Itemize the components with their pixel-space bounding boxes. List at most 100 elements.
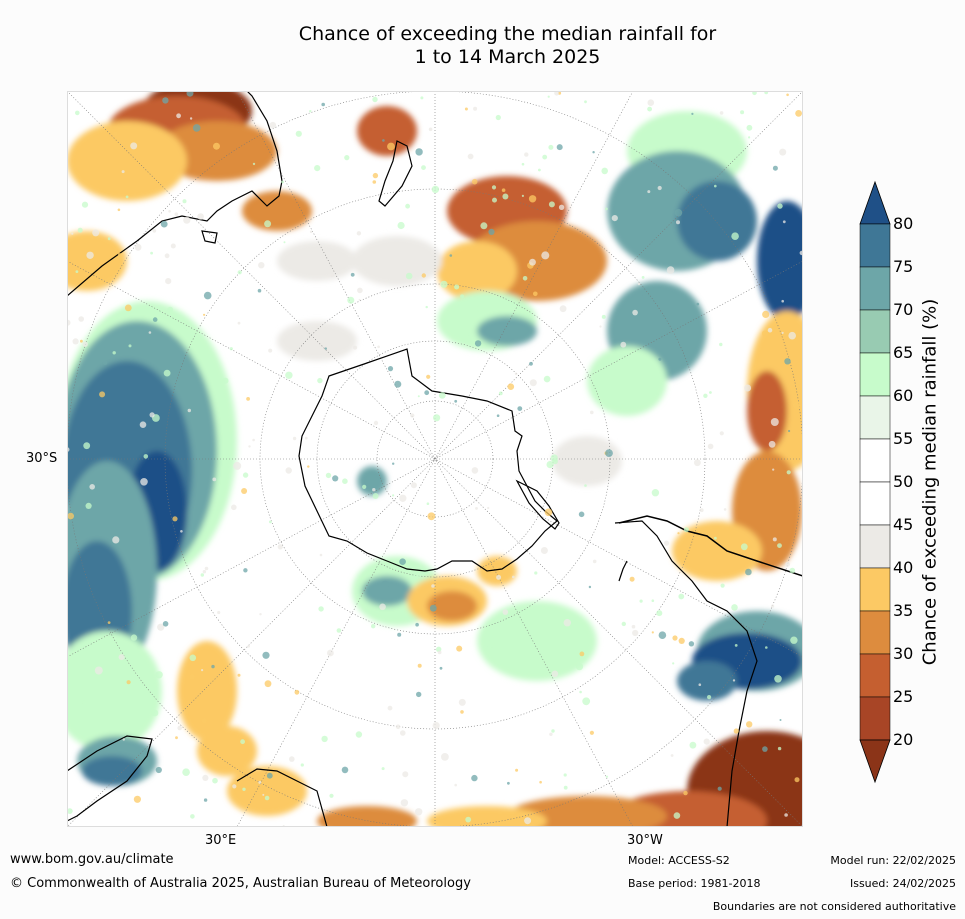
speckle <box>99 391 106 398</box>
speckle <box>213 142 220 150</box>
speckle <box>242 787 246 791</box>
speckle <box>295 130 302 137</box>
speckle <box>217 610 221 615</box>
speckle <box>300 763 304 767</box>
speckle <box>752 91 757 96</box>
speckle <box>247 645 250 648</box>
speckle <box>332 475 339 482</box>
speckle <box>372 96 378 103</box>
probability-region <box>427 591 477 621</box>
probability-region <box>552 436 622 486</box>
speckle <box>405 203 410 209</box>
speckle <box>631 624 636 629</box>
speckle <box>362 484 367 489</box>
colorbar-tick-label: 65 <box>893 343 914 362</box>
speckle <box>403 258 407 262</box>
speckle <box>734 644 738 647</box>
speckle <box>266 772 273 779</box>
speckle <box>785 561 790 567</box>
speckle <box>371 624 376 629</box>
footer-model: Model: ACCESS-S2 <box>628 854 730 867</box>
probability-region <box>67 631 162 751</box>
speckle <box>82 341 88 347</box>
colorbar-tick-label: 45 <box>893 515 914 534</box>
probability-region <box>477 556 517 586</box>
speckle <box>474 340 482 347</box>
colorbar-label: Chance of exceeding median rainfall (%) <box>919 298 941 666</box>
speckle <box>415 622 419 627</box>
speckle <box>784 813 788 817</box>
speckle <box>134 243 142 251</box>
speckle <box>475 507 478 510</box>
speckle <box>314 165 321 172</box>
speckle <box>528 195 537 203</box>
speckle <box>551 670 559 678</box>
probability-region <box>672 521 762 581</box>
probability-region <box>587 346 667 416</box>
speckle <box>521 194 524 197</box>
speckle <box>347 296 355 304</box>
speckle <box>262 793 265 796</box>
speckle <box>547 95 550 98</box>
speckle <box>629 576 635 582</box>
speckle <box>400 730 406 736</box>
speckle <box>410 482 417 489</box>
probability-region <box>507 796 667 827</box>
probability-region <box>227 766 307 816</box>
speckle <box>647 106 652 112</box>
speckle <box>717 786 722 791</box>
speckle <box>502 193 509 200</box>
colorbar-segments <box>859 180 891 784</box>
speckle <box>203 798 208 802</box>
speckle <box>611 215 618 222</box>
speckle <box>777 203 783 209</box>
speckle <box>231 504 237 511</box>
speckle <box>563 619 571 627</box>
speckle <box>543 375 551 383</box>
speckle <box>304 436 308 440</box>
colorbar-tick-label: 35 <box>893 601 914 620</box>
speckle <box>651 631 654 634</box>
speckle <box>779 148 787 156</box>
colorbar-tick-label: 55 <box>893 429 914 448</box>
speckle <box>792 401 801 410</box>
speckle <box>703 738 710 745</box>
speckle <box>620 341 627 348</box>
colorbar-tick-label: 50 <box>893 472 914 491</box>
speckle <box>148 331 152 334</box>
speckle <box>454 399 458 403</box>
speckle <box>117 252 121 256</box>
speckle <box>252 162 256 166</box>
speckle <box>321 735 328 743</box>
footer-url: www.bom.gov.au/climate <box>10 852 174 867</box>
speckle <box>556 144 563 151</box>
speckle <box>676 220 680 225</box>
speckle <box>694 459 701 467</box>
speckle <box>155 671 163 679</box>
speckle <box>329 793 334 798</box>
speckle <box>707 443 714 450</box>
speckle <box>558 204 565 210</box>
speckle <box>242 472 249 478</box>
graticule-meridian <box>67 91 803 827</box>
speckle <box>491 185 497 190</box>
longitude-label-west: 30°W <box>627 833 663 848</box>
speckle <box>770 418 779 426</box>
speckle <box>714 536 717 540</box>
speckle <box>94 666 103 675</box>
speckle <box>438 392 446 399</box>
speckle <box>421 273 426 278</box>
speckle <box>784 358 791 365</box>
tasmania-coastline <box>201 230 218 244</box>
probability-region <box>757 201 803 321</box>
speckle <box>168 210 171 213</box>
speckle <box>285 467 292 474</box>
speckle <box>372 493 379 499</box>
speckle <box>515 768 519 772</box>
speckle <box>143 454 149 459</box>
speckle <box>243 568 248 573</box>
speckle <box>283 241 286 244</box>
speckle <box>458 698 466 706</box>
speckle <box>327 649 334 657</box>
speckle <box>324 347 327 350</box>
